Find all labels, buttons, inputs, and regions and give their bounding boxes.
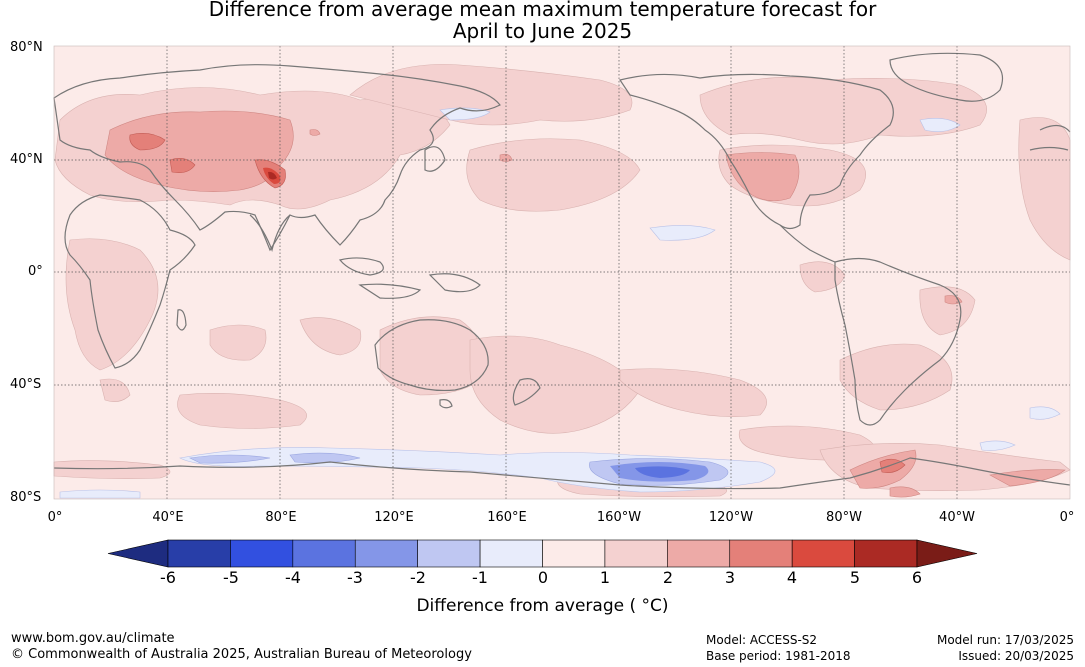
- colorbar-segment: [230, 539, 294, 568]
- anomaly-2-to-3-regions: [104, 110, 1066, 498]
- anomaly-minus-4-to-minus-3-regions: [635, 466, 690, 478]
- lon-label-40w: 40°W: [939, 510, 975, 525]
- lon-label-120e: 120°E: [374, 510, 414, 525]
- colorbar-segment: [729, 539, 793, 568]
- colorbar-tick: -5: [223, 568, 239, 587]
- colorbar-tick: 4: [786, 568, 798, 587]
- lon-label-80e: 80°E: [265, 510, 297, 525]
- colorbar-tick: -1: [472, 568, 488, 587]
- colorbar-segment: [667, 539, 731, 568]
- colorbar-segment: [417, 539, 481, 568]
- lon-label-80w: 80°W: [826, 510, 862, 525]
- lat-label-40n: 40°N: [10, 152, 43, 167]
- lat-label-80s: 80°S: [10, 490, 42, 505]
- anomaly-5-to-6-regions: [268, 171, 277, 180]
- colorbar-tick: -2: [410, 568, 426, 587]
- colorbar-segment: [791, 539, 855, 568]
- map-frame: [53, 45, 1071, 500]
- colorbar-tick: 5: [849, 568, 861, 587]
- graticule: [54, 46, 1070, 499]
- colorbar-tick: 1: [599, 568, 611, 587]
- coastlines: [53, 52, 1071, 490]
- map-title-line-1: Difference from average mean maximum tem…: [208, 0, 877, 21]
- footer-copyright: © Commonwealth of Australia 2025, Austra…: [11, 647, 472, 662]
- colorbar-segment: [854, 539, 918, 568]
- colorbar-tick: 0: [537, 568, 549, 587]
- footer-url: www.bom.gov.au/climate: [11, 631, 175, 646]
- colorbar-tick: 3: [724, 568, 736, 587]
- colorbar-tick: -3: [347, 568, 363, 587]
- colorbar-tick: -4: [285, 568, 301, 587]
- lat-label-80n: 80°N: [10, 40, 43, 55]
- lon-label-160e: 160°E: [487, 510, 527, 525]
- colorbar-segment: [167, 539, 231, 568]
- map-title-line-2: April to June 2025: [452, 19, 633, 43]
- lon-label-40e: 40°E: [152, 510, 184, 525]
- lon-label-160w: 160°W: [596, 510, 642, 525]
- colorbar-segment: [354, 539, 418, 568]
- colorbar-tick: 6: [911, 568, 923, 587]
- lon-label-0-east: 0°: [1059, 510, 1075, 525]
- colorbar-tick: 2: [662, 568, 674, 587]
- colorbar-over-arrow: [916, 539, 978, 568]
- footer-base-period: Base period: 1981-2018: [706, 649, 851, 663]
- colorbar-under-arrow: [107, 539, 169, 568]
- lat-label-0: 0°: [28, 264, 43, 279]
- colorbar-tick: -6: [160, 568, 176, 587]
- footer-issued: Issued: 20/03/2025: [958, 649, 1074, 663]
- lon-label-0: 0°: [47, 510, 63, 525]
- lon-label-120w: 120°W: [708, 510, 754, 525]
- colorbar-segment: [479, 539, 543, 568]
- footer-model: Model: ACCESS-S2: [706, 633, 818, 647]
- footer-model-run: Model run: 17/03/2025: [936, 633, 1074, 647]
- colorbar-segment: [604, 539, 668, 568]
- lat-label-40s: 40°S: [10, 377, 42, 392]
- colorbar-segment: [542, 539, 606, 568]
- colorbar-segment: [292, 539, 356, 568]
- colorbar-label: Difference from average ( °C): [416, 596, 669, 616]
